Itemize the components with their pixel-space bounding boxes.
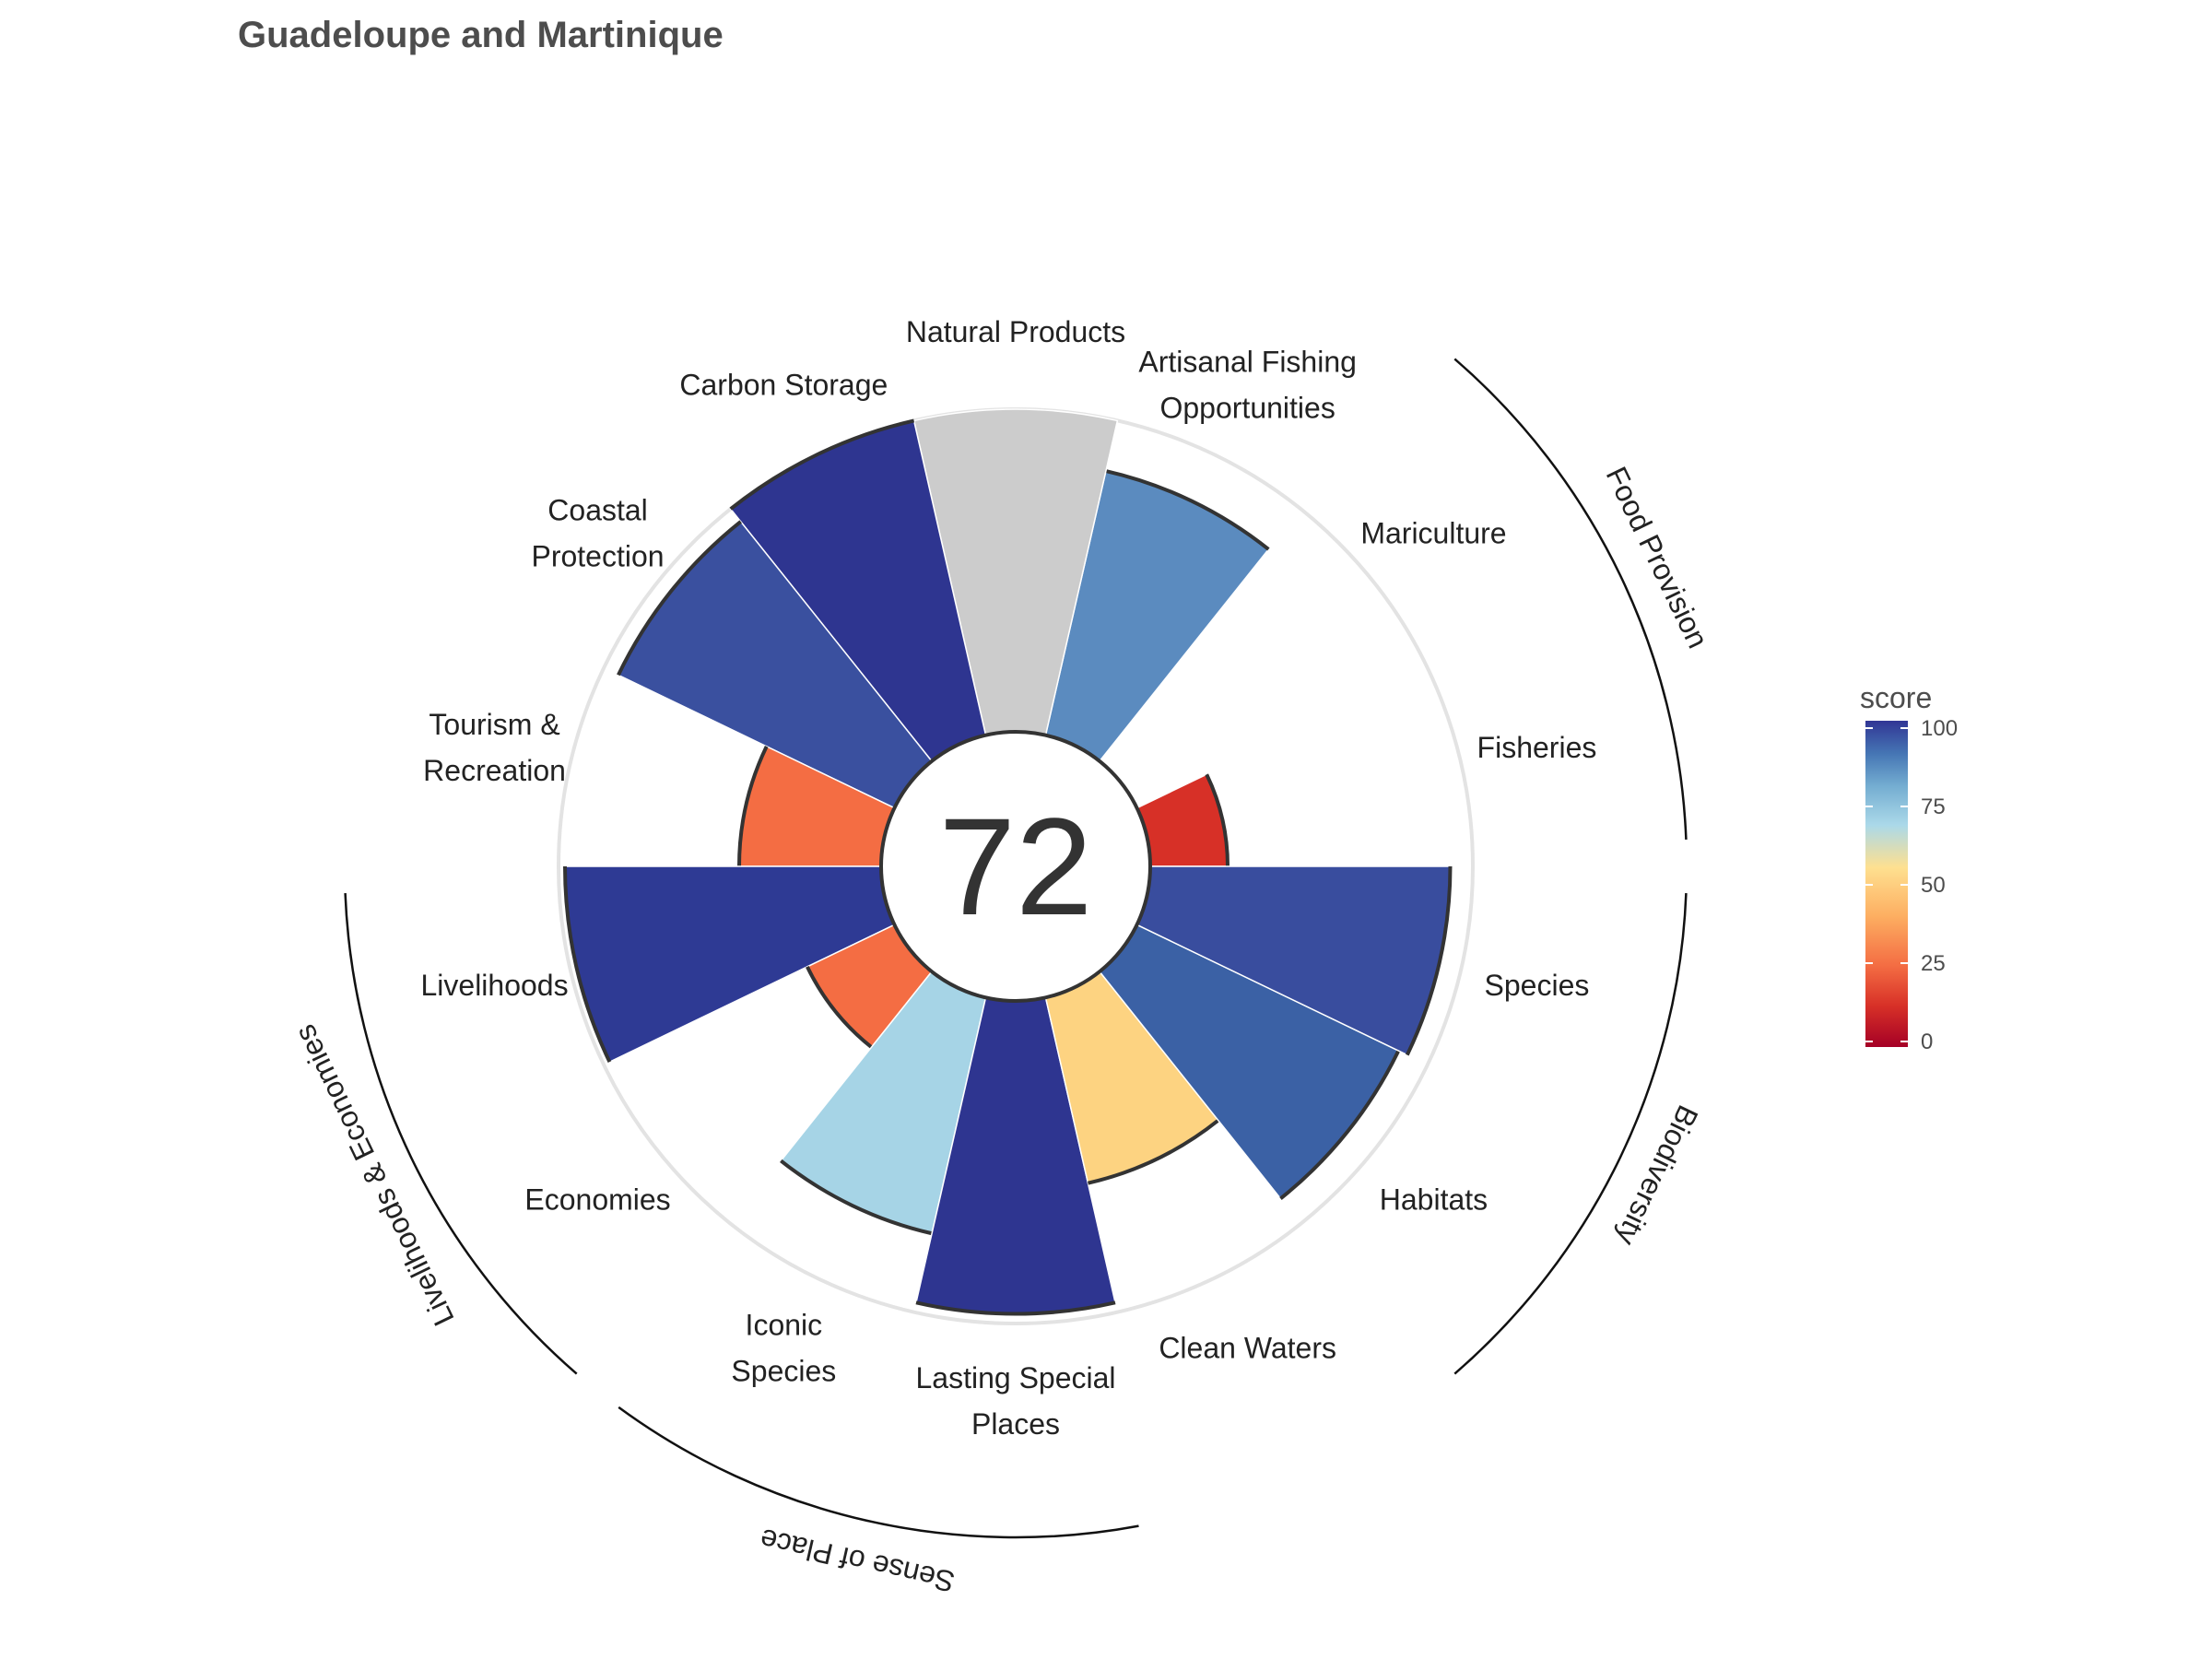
overall-score: 72 [939, 789, 1093, 944]
bar-economies-outline [806, 966, 873, 1049]
label-clean-waters: Clean Waters [1159, 1332, 1336, 1365]
bar-habitats-outline [1279, 1050, 1401, 1200]
bar-livelihoods-outline [563, 865, 612, 1064]
bar-lasting-special-places-outline [915, 1300, 1116, 1316]
bar-carbon-storage-outline [729, 418, 915, 511]
group-sense-of-place-label: Sense of Place [757, 1523, 958, 1599]
legend-tick-label-100: 100 [1921, 716, 1958, 741]
label-coastal-protection: Coastal Protection [531, 493, 664, 572]
bar-tourism-recreation-outline [737, 745, 769, 867]
score-legend: score 0 25 50 75 100 [1860, 681, 1958, 1054]
label-species: Species [1485, 969, 1590, 1002]
label-habitats: Habitats [1380, 1183, 1488, 1217]
legend-tick-label-0: 0 [1921, 1030, 1933, 1054]
label-livelihoods: Livelihoods [420, 969, 568, 1002]
group-sense-of-place-arc [618, 1406, 1139, 1539]
group-biodiversity-label: Biodiversity [1609, 1100, 1704, 1251]
bar-coastal-protection-outline [617, 520, 742, 677]
legend-title: score [1860, 681, 1932, 714]
label-tourism-recreation: Tourism & Recreation [423, 708, 566, 787]
chart-title: Guadeloupe and Martinique [238, 15, 724, 55]
bar-artisanal-fishing-opportunities-outline [1105, 469, 1270, 551]
legend-tick-label-25: 25 [1921, 951, 1946, 976]
bar-clean-waters-outline [1087, 1119, 1220, 1185]
label-iconic-species: Iconic Species [731, 1309, 836, 1388]
label-lasting-special-places: Lasting Special Places [915, 1361, 1115, 1441]
bar-fisheries-outline [1205, 773, 1230, 867]
label-fisheries: Fisheries [1477, 731, 1597, 764]
label-artisanal-fishing-opportunities: Artisanal Fishing Opportunities [1138, 345, 1357, 424]
group-food-provision-arc [1453, 358, 1688, 840]
legend-tick-label-50: 50 [1921, 873, 1946, 898]
label-natural-products: Natural Products [906, 315, 1125, 348]
legend-tick-label-75: 75 [1921, 794, 1946, 819]
bar-species-outline [1406, 865, 1453, 1056]
group-food-provision-label: Food Provision [1600, 462, 1715, 653]
bar-iconic-species-outline [780, 1159, 933, 1236]
label-carbon-storage: Carbon Storage [679, 368, 888, 401]
group-livelihoods-economies-arc [344, 893, 578, 1375]
group-biodiversity-arc [1453, 893, 1688, 1375]
center-circle [879, 730, 1152, 1003]
label-mariculture: Mariculture [1360, 516, 1506, 549]
label-economies: Economies [524, 1183, 670, 1217]
